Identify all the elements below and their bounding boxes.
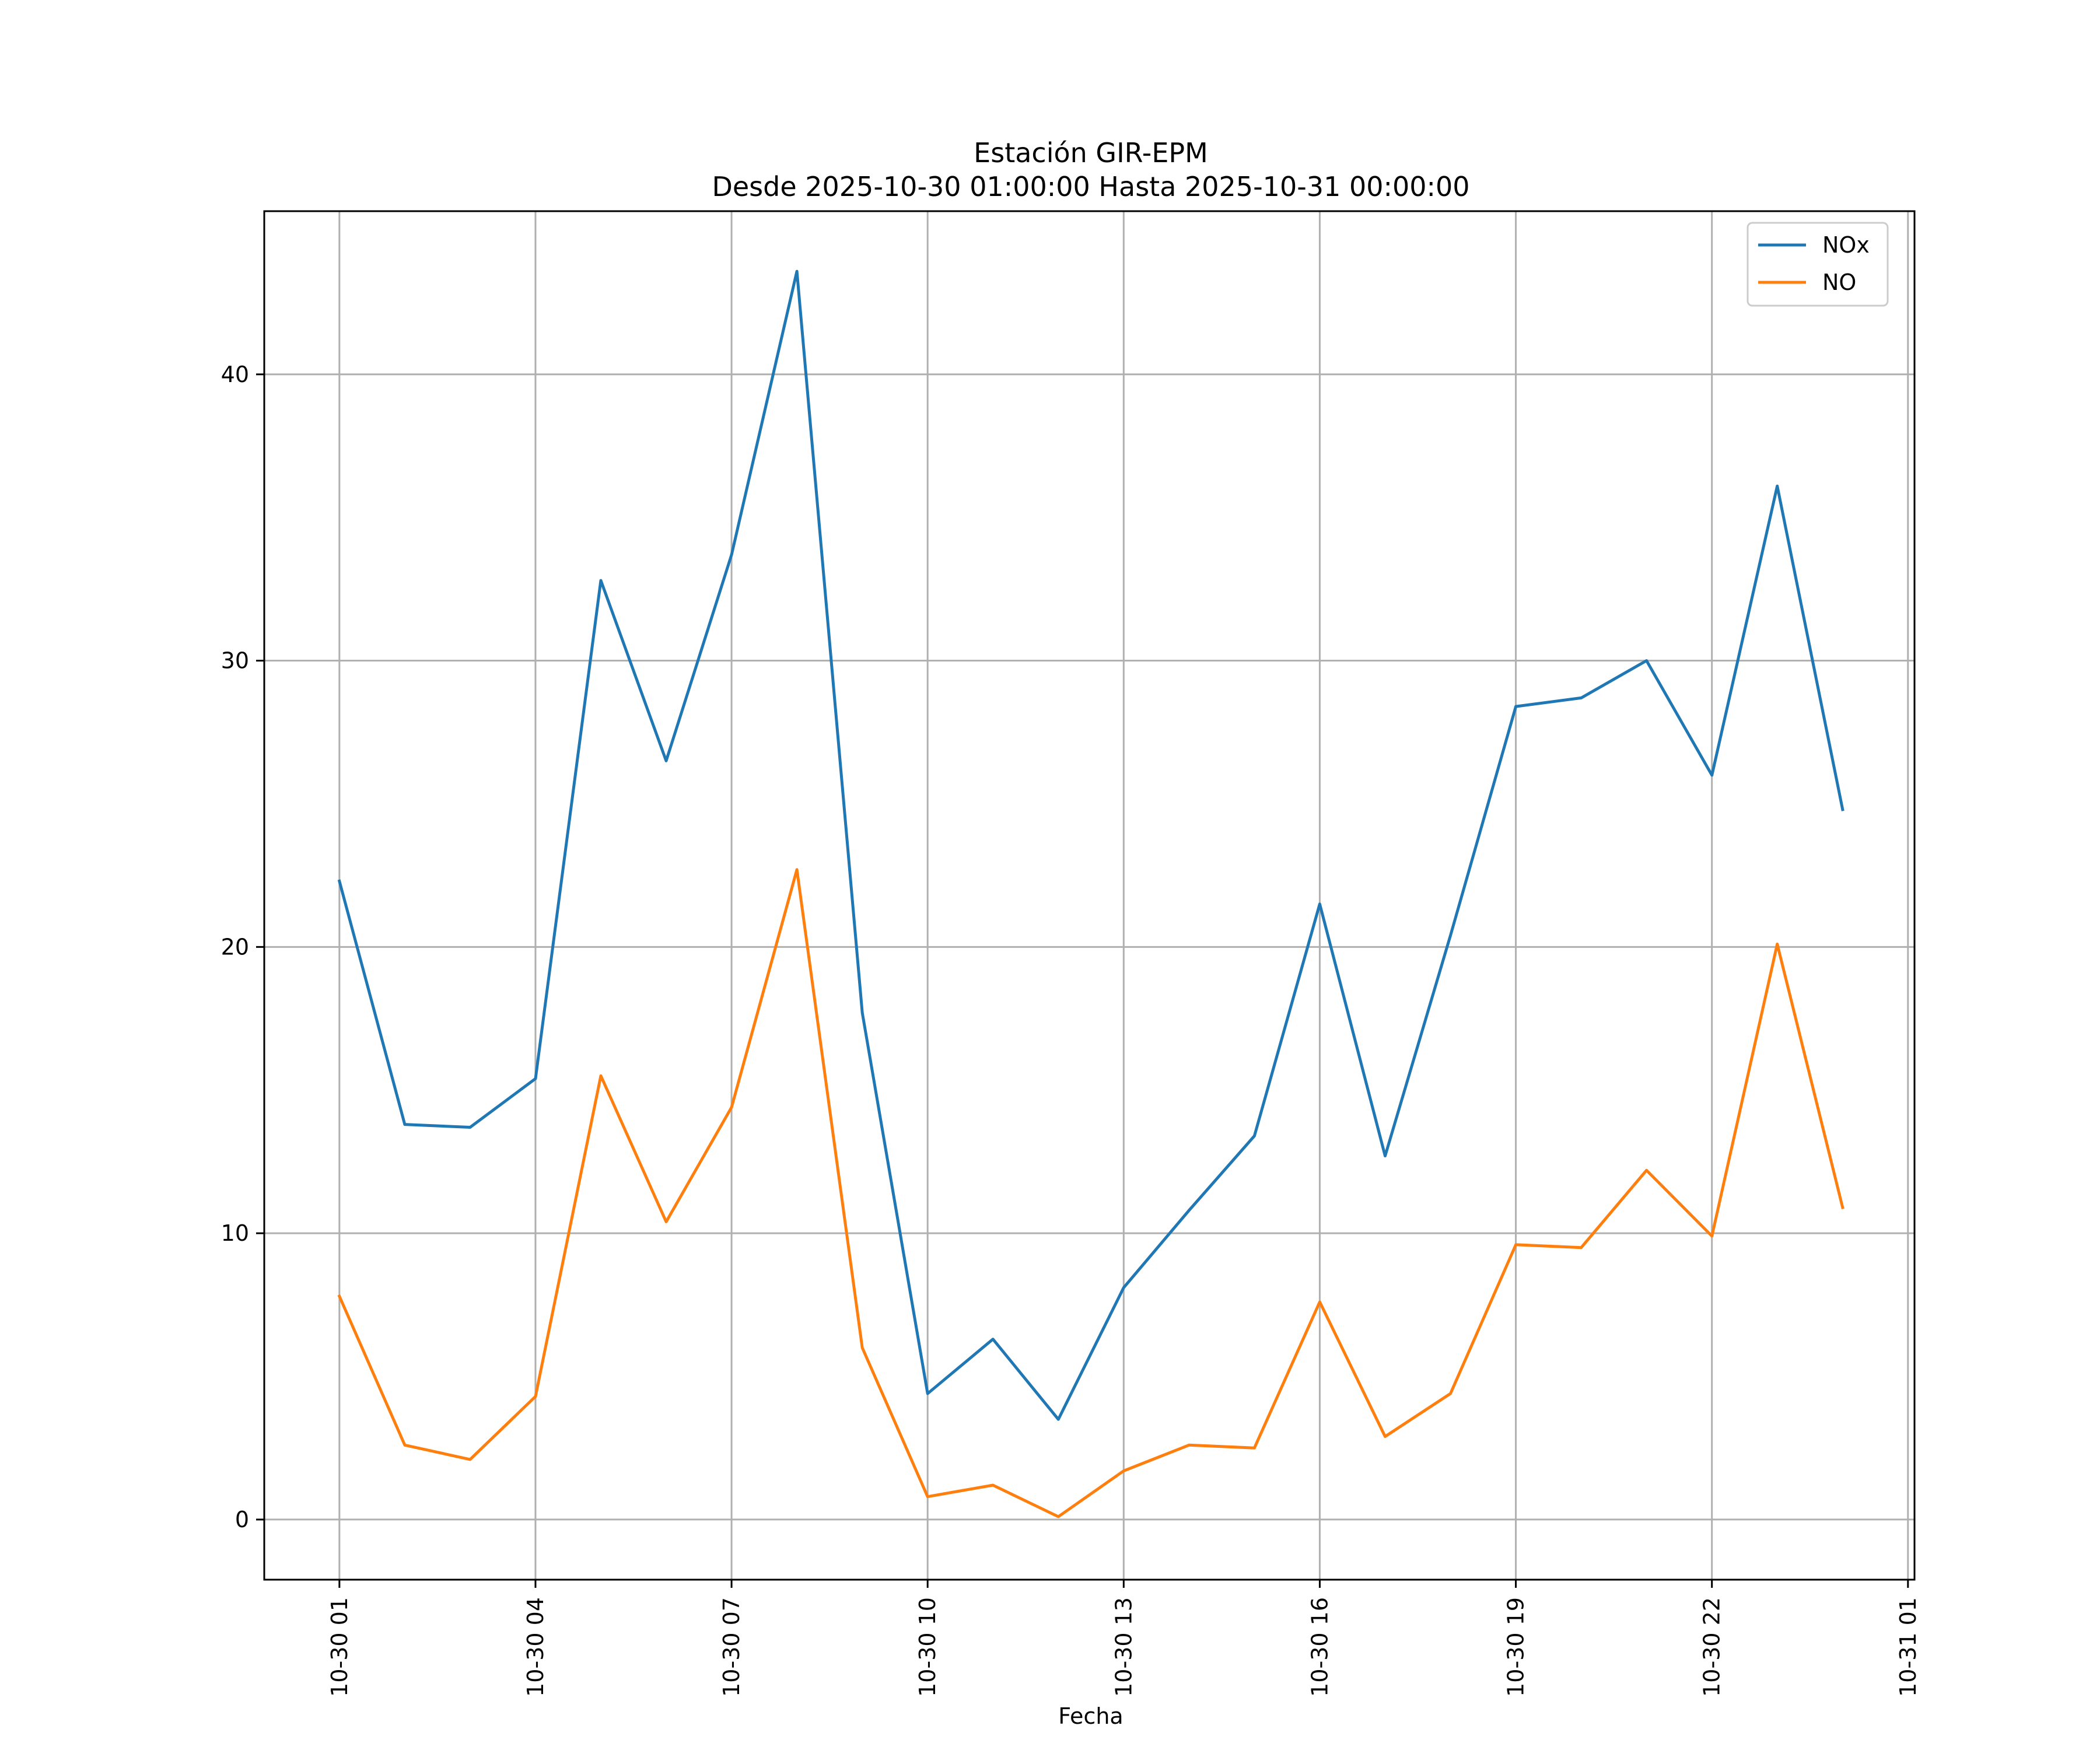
grid <box>264 211 1915 1580</box>
x-tick-label: 10-30 01 <box>327 1597 352 1697</box>
legend: NOx NO <box>1746 222 1889 307</box>
series-group <box>337 270 1845 1518</box>
x-tick-label: 10-30 19 <box>1503 1597 1529 1697</box>
x-axis-label: Fecha <box>1058 1703 1123 1729</box>
legend-label-no: NO <box>1822 270 1856 295</box>
series-line-no <box>337 868 1845 1518</box>
x-tick-label: 10-30 04 <box>523 1597 548 1697</box>
chart-title: Estación GIR-EPM <box>974 137 1208 169</box>
legend-label-nox: NOx <box>1822 232 1870 258</box>
x-tick-label: 10-30 16 <box>1307 1597 1332 1697</box>
y-tick-label: 20 <box>221 934 249 960</box>
chart-subtitle: Desde 2025-10-30 01:00:00 Hasta 2025-10-… <box>712 171 1469 202</box>
axes: 10-30 01 10-30 04 10-30 07 10-30 10 10-30 13… <box>221 210 1921 1697</box>
y-tick-label: 10 <box>221 1220 249 1246</box>
x-tick-label: 10-30 22 <box>1699 1597 1725 1697</box>
y-tick-label: 0 <box>235 1507 249 1532</box>
x-tick-label: 10-30 07 <box>719 1597 744 1697</box>
y-tick-label: 40 <box>221 362 249 387</box>
plot-frame <box>263 210 1916 1581</box>
x-tick-label: 10-30 10 <box>915 1597 940 1697</box>
y-tick-label: 30 <box>221 648 249 674</box>
series-line-nox <box>337 270 1845 1421</box>
x-tick-label: 10-31 01 <box>1895 1597 1921 1697</box>
x-tick-label: 10-30 13 <box>1111 1597 1136 1697</box>
